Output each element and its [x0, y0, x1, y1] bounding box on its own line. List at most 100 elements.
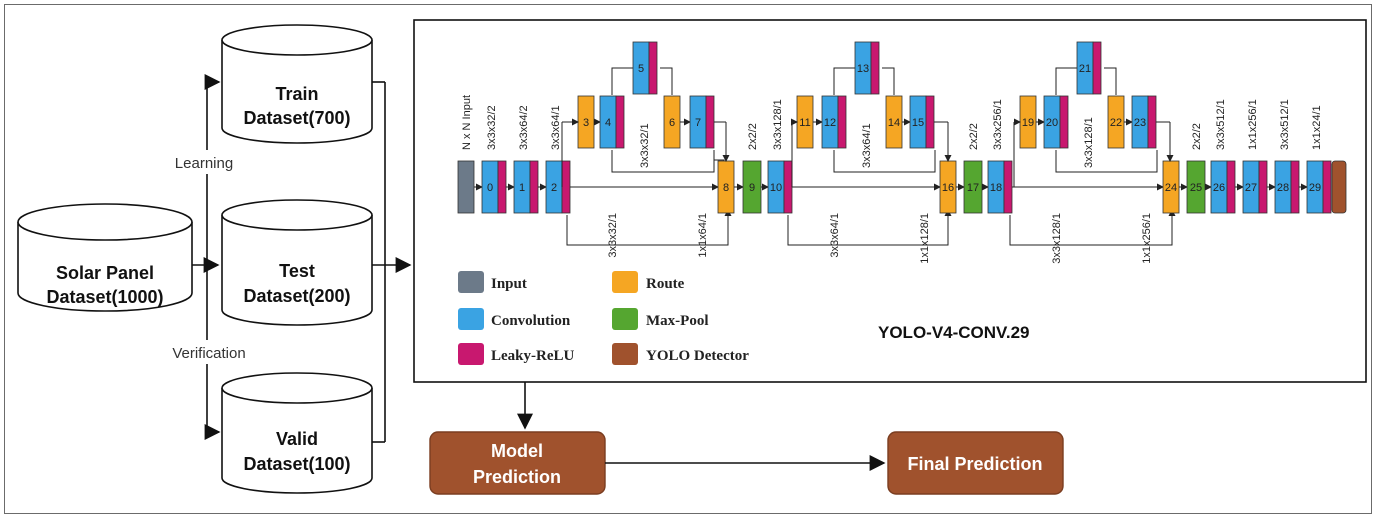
- train-dataset-cylinder: Train Dataset(700): [221, 24, 373, 144]
- layer-number-23: 23: [1134, 117, 1146, 129]
- layer-number-15: 15: [912, 117, 924, 129]
- legend-maxpool-label: Max-Pool: [646, 313, 708, 329]
- layer-config-label: 3x3x512/1: [1215, 99, 1227, 150]
- layer-number-2: 2: [551, 182, 557, 194]
- legend-leaky-label: Leaky-ReLU: [491, 348, 574, 364]
- legend-convolution-label: Convolution: [491, 313, 571, 329]
- layer-config-label: 2x2/2: [747, 123, 759, 150]
- test-dataset-label-1: Test: [279, 261, 315, 281]
- source-dataset-cylinder: Solar Panel Dataset(1000): [17, 203, 193, 312]
- layer-number-6: 6: [669, 117, 675, 129]
- network-blocks: 0 1 2 8 9 10 16 17 18 24 25 26 27 28 293 4 6 7 11 12 14 15 19 2…: [457, 41, 1347, 264]
- valid-dataset-label-2: Dataset(100): [243, 454, 350, 474]
- leaky-relu-block: [870, 41, 880, 95]
- route-connections: [566, 67, 1176, 246]
- valid-dataset-label-1: Valid: [276, 429, 318, 449]
- layer-number-10: 10: [770, 182, 782, 194]
- layer-config-label: N x N Input: [461, 95, 473, 150]
- layer-config-label: 1x1x128/1: [919, 213, 931, 264]
- layer-config-label: 3x3x64/1: [550, 105, 562, 150]
- branch-config-label: 3x3x128/1: [1083, 117, 1095, 168]
- layer-number-14: 14: [888, 117, 900, 129]
- layer-number-25: 25: [1190, 182, 1202, 194]
- legend-route-label: Route: [646, 276, 685, 292]
- layer-number-4: 4: [605, 117, 611, 129]
- leaky-relu-block: [837, 95, 847, 149]
- leaky-relu-block: [1092, 41, 1102, 95]
- verification-edge-label: Verification: [172, 345, 245, 362]
- layer-number-19: 19: [1022, 117, 1034, 129]
- leaky-relu-block: [561, 160, 571, 214]
- model-prediction-box[interactable]: Model Prediction: [429, 431, 606, 495]
- layer-number-1: 1: [519, 182, 525, 194]
- layer-number-8: 8: [723, 182, 729, 194]
- test-dataset-cylinder: Test Dataset(200): [221, 199, 373, 326]
- layer-config-label: 3x3x128/1: [1051, 213, 1063, 264]
- layer-number-24: 24: [1165, 182, 1177, 194]
- layer-config-label: 3x3x32/2: [486, 105, 498, 150]
- layer-number-27: 27: [1245, 182, 1257, 194]
- input-block: [457, 160, 475, 214]
- valid-dataset-cylinder: Valid Dataset(100): [221, 372, 373, 494]
- leaky-relu-block: [925, 95, 935, 149]
- layer-config-label: 3x3x128/1: [772, 99, 784, 150]
- layer-config-label: 2x2/2: [968, 123, 980, 150]
- layer-config-label: 3x3x64/2: [518, 105, 530, 150]
- leaky-relu-block: [1322, 160, 1332, 214]
- legend-leaky-swatch: [458, 343, 484, 365]
- layer-config-label: 3x3x64/1: [829, 213, 841, 258]
- model-architecture-box: [413, 19, 1367, 383]
- source-dataset-label-2: Dataset(1000): [46, 287, 163, 307]
- split-arrows: [192, 74, 221, 440]
- layer-config-label: 1x1x64/1: [697, 213, 709, 258]
- layer-number-17: 17: [967, 182, 979, 194]
- legend-convolution-swatch: [458, 308, 484, 330]
- layer-config-label: 1x1x24/1: [1311, 105, 1323, 150]
- leaky-relu-block: [1226, 160, 1236, 214]
- layer-config-label: 1x1x256/1: [1247, 99, 1259, 150]
- layer-number-20: 20: [1046, 117, 1058, 129]
- layer-number-18: 18: [990, 182, 1002, 194]
- merge-arrows: [372, 81, 412, 443]
- layer-number-3: 3: [583, 117, 589, 129]
- final-prediction-box[interactable]: Final Prediction: [887, 431, 1064, 495]
- final-prediction-label: Final Prediction: [907, 454, 1042, 474]
- model-title: YOLO-V4-CONV.29: [878, 323, 1029, 342]
- layer-number-12: 12: [824, 117, 836, 129]
- leaky-relu-block: [497, 160, 507, 214]
- legend-input-swatch: [458, 271, 484, 293]
- leaky-relu-block: [529, 160, 539, 214]
- layer-number-21: 21: [1079, 63, 1091, 75]
- leaky-relu-block: [648, 41, 658, 95]
- layer-number-26: 26: [1213, 182, 1225, 194]
- layer-number-29: 29: [1309, 182, 1321, 194]
- learning-edge-label: Learning: [175, 155, 233, 172]
- layer-number-7: 7: [695, 117, 701, 129]
- train-dataset-label-2: Dataset(700): [243, 108, 350, 128]
- model-prediction-label-2: Prediction: [473, 467, 561, 487]
- layer-number-9: 9: [749, 182, 755, 194]
- layer-config-label: 3x3x256/1: [992, 99, 1004, 150]
- layer-number-5: 5: [638, 63, 644, 75]
- layer-config-label: 1x1x256/1: [1141, 213, 1153, 264]
- leaky-relu-block: [615, 95, 625, 149]
- figure-frame: [4, 4, 1372, 514]
- train-dataset-label-1: Train: [275, 84, 318, 104]
- legend-yolo-label: YOLO Detector: [646, 348, 749, 364]
- leaky-relu-block: [783, 160, 793, 214]
- model-prediction-label-1: Model: [491, 441, 543, 461]
- layer-number-0: 0: [487, 182, 493, 194]
- layer-config-label: 2x2/2: [1191, 123, 1203, 150]
- leaky-relu-block: [1003, 160, 1013, 214]
- leaky-relu-block: [1258, 160, 1268, 214]
- leaky-relu-block: [705, 95, 715, 149]
- layer-number-13: 13: [857, 63, 869, 75]
- yolo-detector-block: [1331, 160, 1347, 214]
- branch-config-label: 3x3x64/1: [861, 123, 873, 168]
- leaky-relu-block: [1290, 160, 1300, 214]
- layer-number-22: 22: [1110, 117, 1122, 129]
- layer-number-11: 11: [799, 117, 810, 129]
- legend: Input Convolution Leaky-ReLU Route Max-P…: [458, 271, 749, 365]
- legend-maxpool-swatch: [612, 308, 638, 330]
